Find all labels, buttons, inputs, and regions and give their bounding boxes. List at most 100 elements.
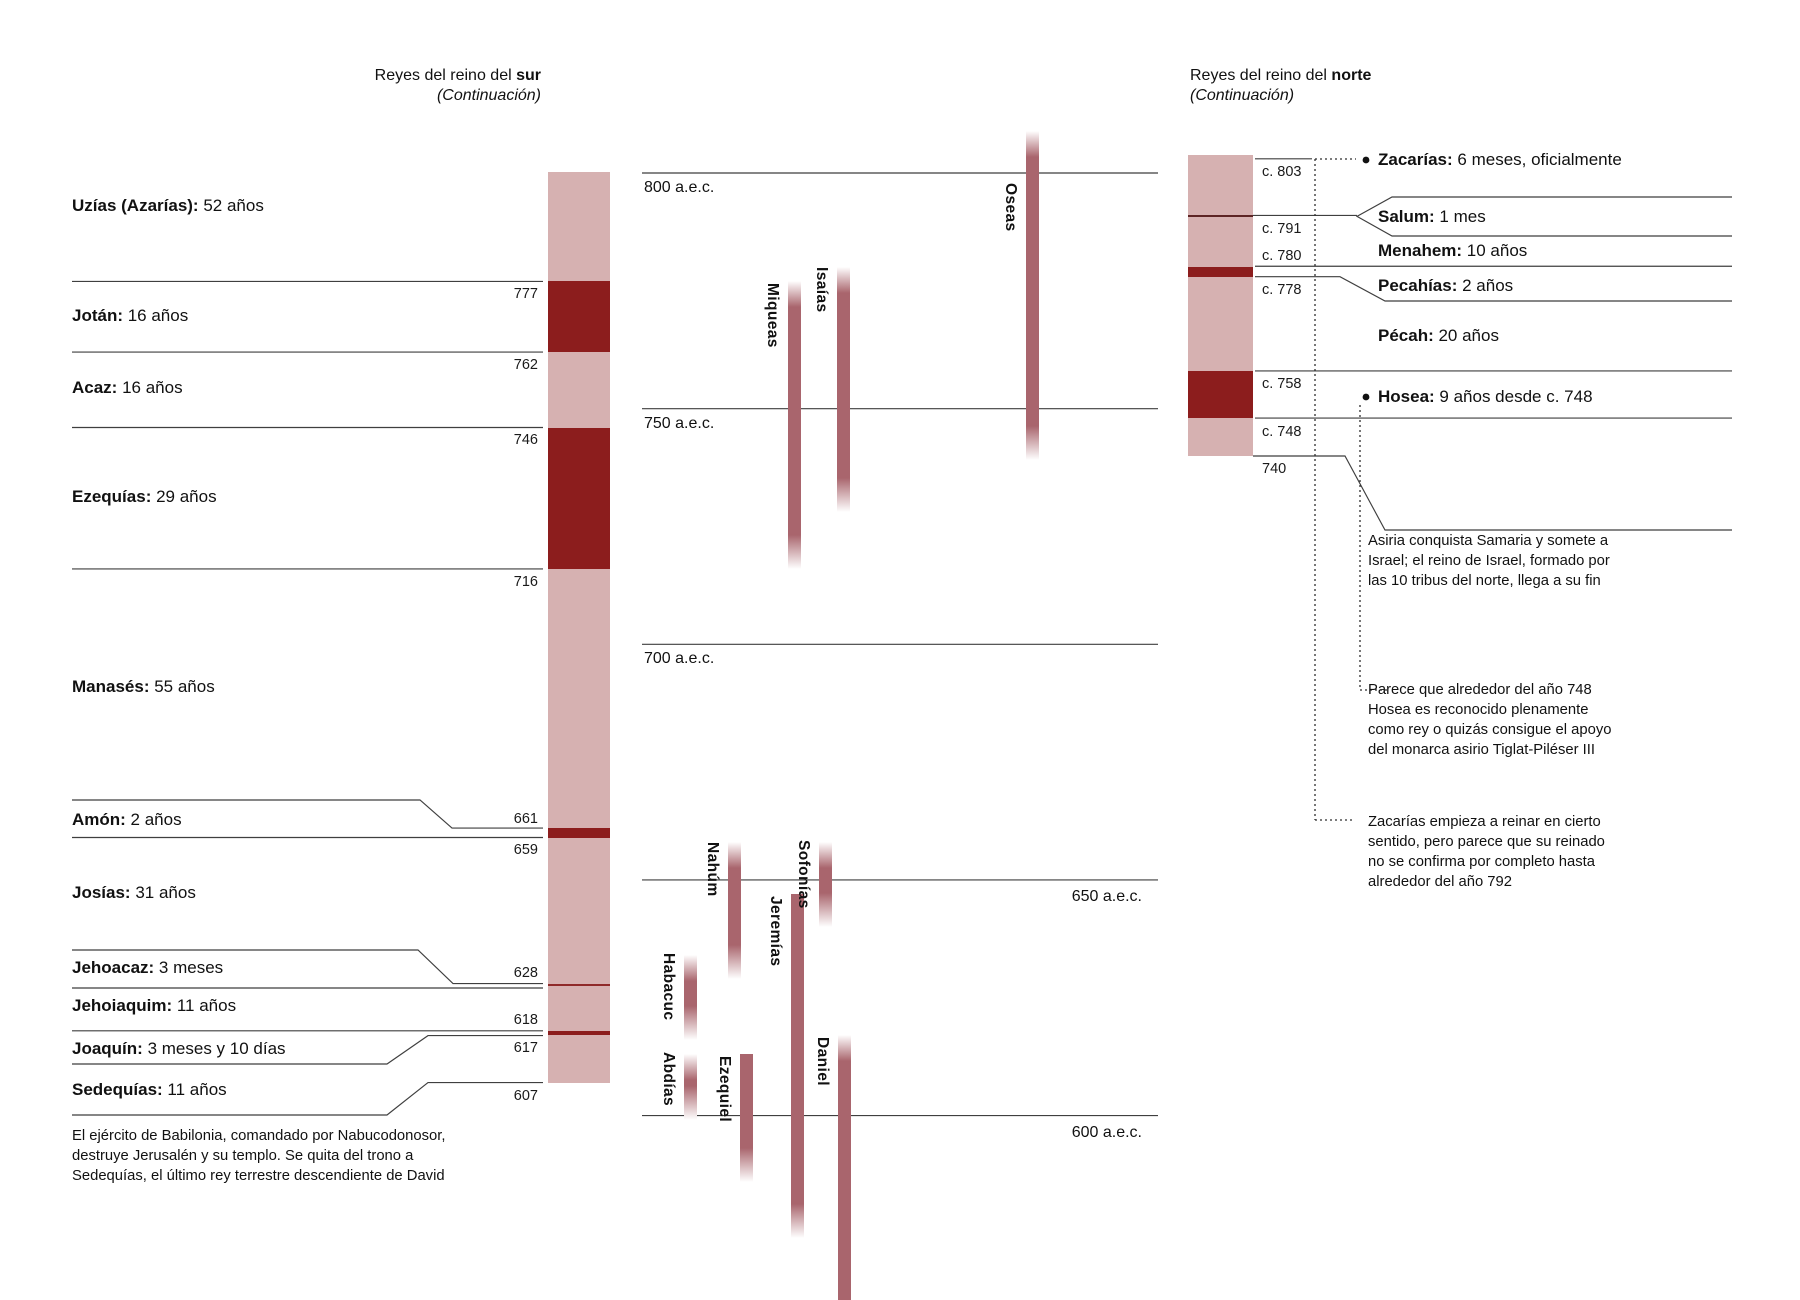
south-bar-dark-segment <box>548 828 610 838</box>
south-header-title: Reyes del reino del sur <box>374 67 541 84</box>
axis-label-700: 700 a.e.c. <box>644 650 715 668</box>
callout-salum-chevron <box>1355 196 1732 237</box>
prophet-bar-daniel <box>838 1035 851 1300</box>
king-label-jehoacaz: Jehoacaz: 3 meses <box>72 958 224 977</box>
note-hosea-note-line: Hosea es reconocido plenamente <box>1368 702 1589 718</box>
south-year-628: 628 <box>513 965 538 981</box>
axis-label-600: 600 a.e.c. <box>1071 1123 1142 1141</box>
king-label-hosea: Hosea: 9 años desde c. 748 <box>1378 387 1593 406</box>
prophet-label-jeremias: Jeremías <box>767 896 784 967</box>
king-label-joaquin: Joaquín: 3 meses y 10 días <box>72 1039 286 1058</box>
note-asiria-line: Asiria conquista Samaria y somete a <box>1368 533 1609 549</box>
prophet-label-miqueas: Miqueas <box>764 283 781 349</box>
north-header-subtitle: (Continuación) <box>1190 87 1295 104</box>
north-header-title: Reyes del reino del norte <box>1190 67 1372 84</box>
prophet-label-abdias: Abdías <box>660 1052 677 1107</box>
south-year-716: 716 <box>513 574 538 590</box>
note-asiria: Asiria conquista Samaria y somete a Israe… <box>1368 531 1610 591</box>
south-separator-jog <box>72 1082 543 1116</box>
north-year-748: c. 748 <box>1262 424 1302 440</box>
south-year-777: 777 <box>513 286 538 302</box>
king-label-sedequias: Sedequías: 11 años <box>72 1080 227 1099</box>
king-label-manases: Manasés: 55 años <box>72 677 215 696</box>
south-year-618: 618 <box>513 1012 538 1028</box>
note-hosea-note-line: Parece que alrededor del año 748 <box>1368 682 1592 698</box>
prophet-label-daniel: Daniel <box>814 1037 831 1087</box>
zacarias-bullet <box>1362 156 1370 164</box>
king-label-acaz: Acaz: 16 años <box>72 378 183 397</box>
axis-label-750: 750 a.e.c. <box>644 414 715 432</box>
prophet-label-habacuc: Habacuc <box>660 953 677 1021</box>
note-hosea-note: Parece que alrededor del año 748 Hosea es… <box>1368 680 1611 760</box>
callout-asiria-line <box>1253 455 1732 531</box>
south-year-746: 746 <box>513 432 538 448</box>
note-asiria-line: las 10 tribus del norte, llega a su fin <box>1368 573 1601 589</box>
prophet-label-sofonias: Sofonías <box>795 840 812 909</box>
note-babylon-line: Sedequías, el último rey terrestre desce… <box>72 1168 445 1184</box>
north-bar-dark-segment <box>1188 267 1253 277</box>
note-babylon: El ejército de Babilonia, comandado por … <box>72 1126 445 1186</box>
note-babylon-line: destruye Jerusalén y su templo. Se quita… <box>72 1148 414 1164</box>
north-year-778: c. 778 <box>1262 282 1302 298</box>
prophet-label-oseas: Oseas <box>1002 182 1019 232</box>
north-bar-boundary-line <box>1188 215 1253 217</box>
south-bar-thin-line <box>548 983 610 986</box>
prophet-bar-habacuc <box>684 955 697 1041</box>
south-bar-dark-segment <box>548 1030 610 1036</box>
south-bar-dark-segment <box>548 281 610 353</box>
king-label-menahem: Menahem: 10 años <box>1378 241 1528 260</box>
king-label-amon: Amón: 2 años <box>72 810 182 829</box>
note-zacarias-note-line: Zacarías empieza a reinar en cierto <box>1368 814 1601 830</box>
south-year-661: 661 <box>513 811 538 827</box>
hosea-bullet <box>1362 393 1370 401</box>
note-hosea-note-line: del monarca asirio Tiglat-Piléser III <box>1368 742 1595 758</box>
note-zacarias-note-line: sentido, pero parece que su reinado <box>1368 834 1605 850</box>
north-year-740: 740 <box>1262 461 1287 477</box>
south-bar-dark-segment <box>548 427 610 569</box>
king-label-jotan: Jotán: 16 años <box>72 306 189 325</box>
note-asiria-line: Israel; el reino de Israel, formado por <box>1368 553 1610 569</box>
north-kingdom-bar <box>1188 155 1253 456</box>
south-year-617: 617 <box>513 1040 538 1056</box>
north-year-791: c. 791 <box>1262 221 1302 237</box>
north-bar-dark-segment <box>1188 370 1253 419</box>
south-year-659: 659 <box>513 842 538 858</box>
prophet-bar-sofonias <box>819 842 832 928</box>
prophet-bar-miqueas <box>788 281 801 569</box>
prophet-bar-jeremias <box>791 894 804 1239</box>
note-hosea-note-line: como rey o quizás consigue el apoyo <box>1368 722 1612 738</box>
king-label-uzias: Uzías (Azarías): 52 años <box>72 196 264 215</box>
prophet-label-ezequiel: Ezequiel <box>716 1056 733 1123</box>
south-year-607: 607 <box>513 1088 538 1104</box>
prophet-bar-ezequiel <box>740 1054 753 1182</box>
north-header: Reyes del reino del norte (Continuación) <box>1190 66 1371 106</box>
prophet-bar-oseas <box>1026 130 1039 461</box>
south-year-762: 762 <box>513 357 538 373</box>
south-header: Reyes del reino del sur (Continuación) <box>241 66 541 106</box>
north-year-758: c. 758 <box>1262 376 1302 392</box>
king-label-jehoiaquim: Jehoiaquim: 11 años <box>72 996 237 1015</box>
king-label-salum: Salum: 1 mes <box>1378 207 1486 226</box>
king-label-zacarias: Zacarías: 6 meses, oficialmente <box>1378 150 1622 169</box>
note-zacarias-note-line: alrededor del año 792 <box>1368 874 1512 890</box>
callout-pecahias-line <box>1255 276 1732 302</box>
prophet-bar-isaias <box>837 267 850 513</box>
axis-label-650: 650 a.e.c. <box>1071 887 1142 905</box>
prophet-label-nahum: Nahúm <box>704 842 721 897</box>
south-header-subtitle: (Continuación) <box>436 87 541 104</box>
prophet-bar-abdias <box>684 1054 697 1121</box>
note-zacarias-note: Zacarías empieza a reinar en cierto senti… <box>1368 812 1605 892</box>
king-label-josias: Josías: 31 años <box>72 883 196 902</box>
note-zacarias-note-line: no se confirma por completo hasta <box>1368 854 1596 870</box>
king-label-pecahias: Pecahías: 2 años <box>1378 276 1514 295</box>
north-year-803: c. 803 <box>1262 164 1302 180</box>
south-separator-jog <box>72 949 543 985</box>
south-kingdom-bar <box>548 172 610 1083</box>
king-label-pecah: Pécah: 20 años <box>1378 326 1499 345</box>
south-separator-jog <box>72 799 543 829</box>
axis-label-800: 800 a.e.c. <box>644 179 715 196</box>
king-label-ezequias: Ezequías: 29 años <box>72 487 217 506</box>
north-year-780: c. 780 <box>1262 248 1302 264</box>
